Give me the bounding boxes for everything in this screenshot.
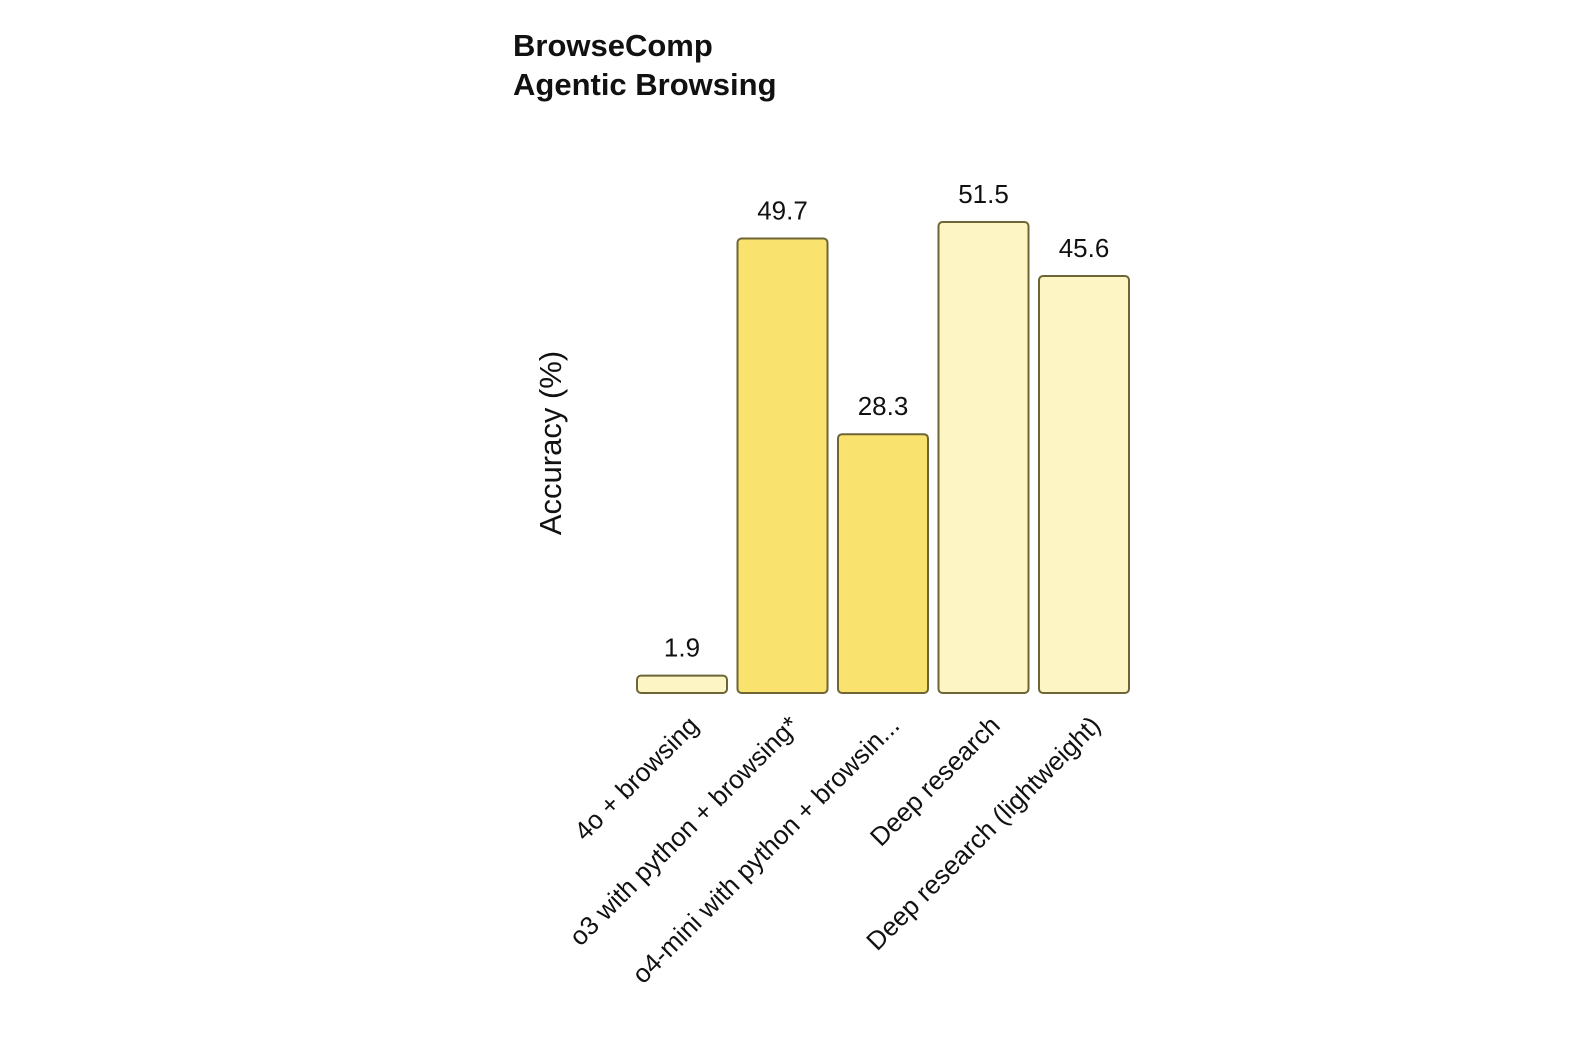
bar-value-label: 28.3	[858, 391, 909, 421]
chart-title-block: BrowseComp Agentic Browsing	[513, 26, 777, 104]
bar-value-label: 1.9	[664, 633, 700, 663]
bar	[1038, 275, 1130, 694]
bar-value-label: 51.5	[958, 179, 1009, 209]
chart-title: BrowseComp	[513, 28, 713, 63]
chart-subtitle: Agentic Browsing	[513, 67, 777, 102]
bars-group	[636, 221, 1130, 694]
bar	[937, 221, 1030, 694]
bar	[636, 674, 728, 694]
bar	[736, 237, 829, 694]
bar-value-label: 49.7	[757, 196, 808, 226]
y-axis-label: Accuracy (%)	[533, 351, 568, 535]
bar-value-label: 45.6	[1059, 233, 1110, 263]
value-labels-group: 1.9 49.7 28.3 51.5 45.6	[664, 179, 1109, 663]
bar	[837, 433, 929, 694]
